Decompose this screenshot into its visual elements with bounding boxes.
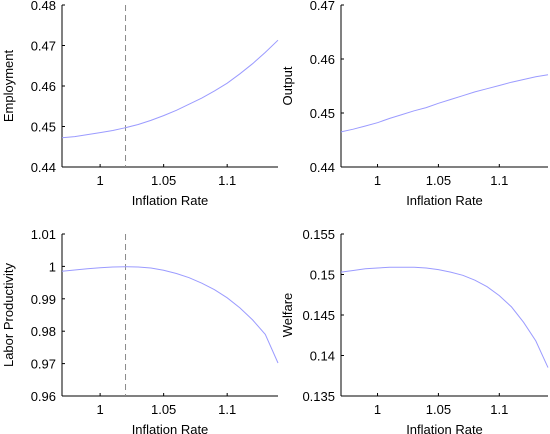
y-tick-label: 0.97 <box>31 357 56 372</box>
x-tick-label: 1 <box>374 402 381 417</box>
x-tick-label: 1 <box>97 402 104 417</box>
series-line <box>61 266 279 364</box>
x-tick-label: 1.1 <box>490 402 508 417</box>
y-tick-label: 0.46 <box>31 79 56 94</box>
x-tick-label: 1.05 <box>426 173 451 188</box>
y-tick-label: 0.155 <box>302 227 335 242</box>
y-tick-label: 0.98 <box>31 324 56 339</box>
series-line <box>340 266 549 368</box>
y-axis-label: Welfare <box>280 293 295 338</box>
y-tick-label: 0.46 <box>310 52 335 67</box>
chart-panel-1: 0.44 0.45 0.46 0.47 0.48 1 1.05 1.1 Inflation Ra… <box>1 0 279 208</box>
y-tick-label: 0.44 <box>310 160 335 175</box>
x-axis-label: Inflation Rate <box>406 422 483 434</box>
x-axis-label: Inflation Rate <box>132 193 209 208</box>
x-axis-label: Inflation Rate <box>406 193 483 208</box>
x-tick-label: 1.1 <box>218 173 236 188</box>
x-tick-label: 1.05 <box>151 173 176 188</box>
y-tick-label: 0.47 <box>31 39 56 54</box>
x-tick-label: 1 <box>97 173 104 188</box>
y-axis-label: Output <box>280 66 295 105</box>
series-line <box>340 74 549 133</box>
y-tick-label: 0.96 <box>31 389 56 404</box>
x-axis-label: Inflation Rate <box>132 422 209 434</box>
y-tick-label: 0.47 <box>310 0 335 13</box>
x-tick-label: 1.1 <box>490 173 508 188</box>
series-line <box>61 39 279 139</box>
x-tick-label: 1.05 <box>151 402 176 417</box>
y-tick-label: 1 <box>49 259 56 274</box>
x-tick-label: 1.1 <box>218 402 236 417</box>
y-tick-label: 0.135 <box>302 389 335 404</box>
y-tick-label: 0.15 <box>310 268 335 283</box>
y-tick-label: 0.44 <box>31 160 56 175</box>
y-tick-label: 1.01 <box>31 227 56 242</box>
y-axis-label: Employment <box>1 49 16 122</box>
chart-panel-3: 0.96 0.97 0.98 0.99 1 1.01 1 1.05 1.1 Inflation R… <box>1 227 279 434</box>
y-tick-label: 0.145 <box>302 308 335 323</box>
x-tick-label: 1 <box>374 173 381 188</box>
chart-panel-4: 0.135 0.14 0.145 0.15 0.155 1 1.05 1.1 Inflation… <box>280 227 549 434</box>
y-tick-label: 0.48 <box>31 0 56 13</box>
x-tick-label: 1.05 <box>426 402 451 417</box>
y-tick-label: 0.99 <box>31 292 56 307</box>
y-tick-label: 0.14 <box>310 349 335 364</box>
y-tick-label: 0.45 <box>310 106 335 121</box>
y-tick-label: 0.45 <box>31 120 56 135</box>
y-axis-label: Labor Productivity <box>1 262 16 367</box>
chart-panel-2: 0.44 0.45 0.46 0.47 1 1.05 1.1 Inflation Rate Ou… <box>280 0 549 208</box>
